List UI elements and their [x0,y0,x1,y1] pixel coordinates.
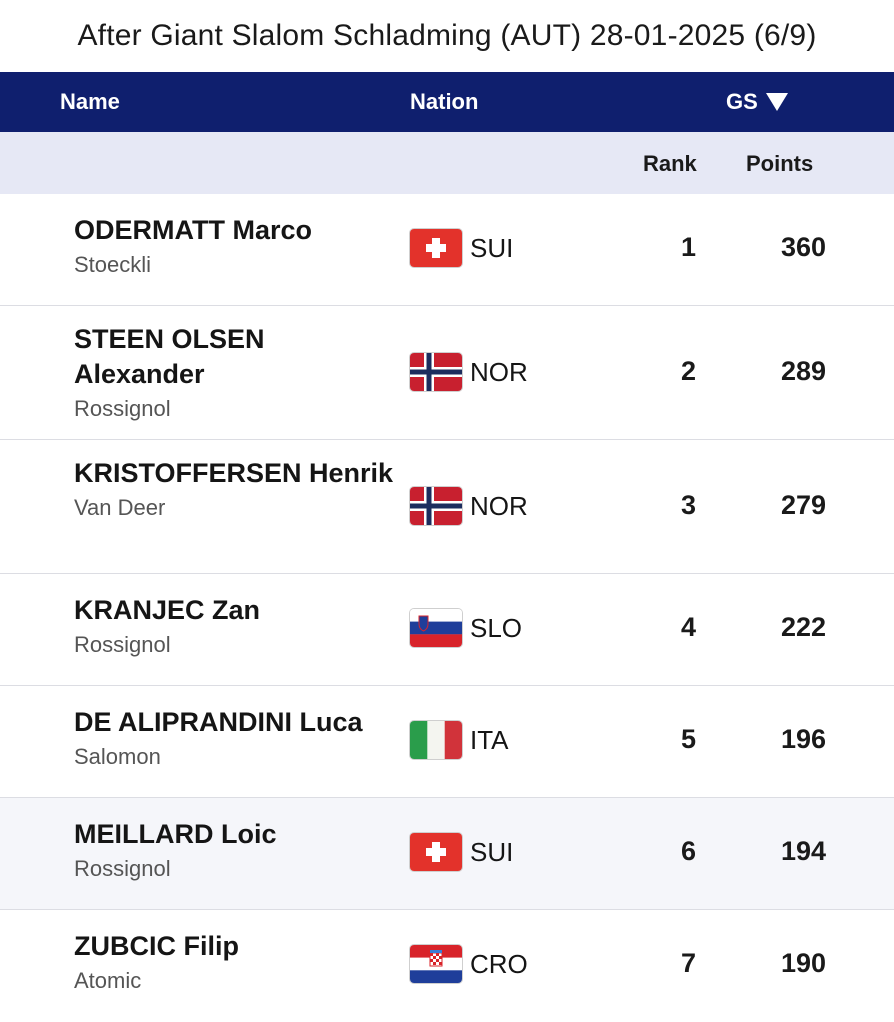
nation-code: NOR [470,490,528,521]
cro-flag-icon [410,945,462,983]
rank-value: 7 [680,948,696,978]
athlete-name[interactable]: KRISTOFFERSEN Henrik [74,458,394,488]
nor-flag-icon [410,353,462,391]
column-header-nation[interactable]: Nation [410,89,479,114]
table-row[interactable]: MEILLARD Loic Rossignol SUI 6 194 [0,798,894,910]
rank-value: 3 [680,490,696,520]
ski-brand: Rossignol [74,856,171,881]
page-title: After Giant Slalom Schladming (AUT) 28-0… [77,19,817,52]
rank-value: 4 [680,612,696,642]
points-value: 360 [780,232,826,262]
table-row[interactable]: DE ALIPRANDINI Luca Salomon ITA 5 196 [0,686,894,798]
points-value: 190 [780,948,826,978]
nation-code: SUI [470,836,514,867]
table-row[interactable]: ZUBCIC Filip Atomic CRO 7 190 [0,910,894,1022]
points-value: 222 [780,612,826,642]
athlete-block: KRANJEC Zan Rossignol [74,593,394,658]
points-value: 196 [780,724,826,754]
table-row[interactable]: KRANJEC Zan Rossignol SLO 4 222 [0,574,894,686]
points-value: 289 [780,356,826,386]
nation-code: SLO [470,612,523,643]
nor-flag-icon [410,487,462,525]
athlete-block: DE ALIPRANDINI Luca Salomon [74,705,394,770]
athlete-name[interactable]: DE ALIPRANDINI Luca [74,707,363,737]
ski-brand: Rossignol [74,396,171,421]
ski-brand: Rossignol [74,632,171,657]
nation-cell: NOR [410,353,528,391]
rank-value: 1 [680,232,696,262]
sui-flag-icon [410,229,462,267]
athlete-name[interactable]: MEILLARD Loic [74,819,277,849]
column-header-gs[interactable]: GS [726,89,788,115]
athlete-block: ZUBCIC Filip Atomic [74,929,394,994]
rank-value: 5 [680,724,696,754]
ski-brand: Salomon [74,744,161,769]
table-row[interactable]: ODERMATT Marco Stoeckli SUI 1 360 [0,194,894,306]
column-header-points[interactable]: Points [746,151,814,176]
table-row[interactable]: KRISTOFFERSEN Henrik Van Deer NOR 3 279 [0,440,894,574]
nation-code: ITA [470,724,509,755]
nation-cell: SLO [410,609,522,647]
column-header-rank[interactable]: Rank [643,151,697,176]
table-header: Name Nation GS [0,72,894,132]
ski-brand: Van Deer [74,495,166,520]
athlete-name[interactable]: STEEN OLSEN Alexander [74,324,265,389]
points-value: 279 [780,490,826,520]
nation-cell: CRO [410,945,528,983]
rank-value: 6 [680,836,696,866]
nation-cell: NOR [410,487,528,525]
table-row[interactable]: STEEN OLSEN Alexander Rossignol NOR 2 28… [0,306,894,440]
nation-code: SUI [470,232,514,263]
gs-label: GS [726,89,758,114]
nation-code: NOR [470,356,528,387]
athlete-block: ODERMATT Marco Stoeckli [74,213,394,278]
athlete-block: KRISTOFFERSEN Henrik Van Deer [74,456,394,521]
nation-cell: SUI [410,229,513,267]
ski-brand: Stoeckli [74,252,152,277]
athlete-name[interactable]: KRANJEC Zan [74,595,261,625]
athlete-name[interactable]: ODERMATT Marco [74,215,313,245]
athlete-name[interactable]: ZUBCIC Filip [74,931,239,961]
points-value: 194 [780,836,826,866]
nation-cell: SUI [410,833,513,871]
athlete-block: MEILLARD Loic Rossignol [74,817,394,882]
nation-code: CRO [470,948,528,979]
athlete-block: STEEN OLSEN Alexander Rossignol [74,322,394,422]
sui-flag-icon [410,833,462,871]
column-header-name[interactable]: Name [60,89,120,114]
rank-value: 2 [680,356,696,386]
table-subheader: Rank Points [0,132,894,194]
ski-brand: Atomic [74,968,142,993]
nation-cell: ITA [410,721,509,759]
ita-flag-icon [410,721,462,759]
slo-flag-icon [410,609,462,647]
sort-down-icon [765,93,788,111]
standings-table: ODERMATT Marco Stoeckli SUI 1 360 STEEN … [0,194,894,1022]
